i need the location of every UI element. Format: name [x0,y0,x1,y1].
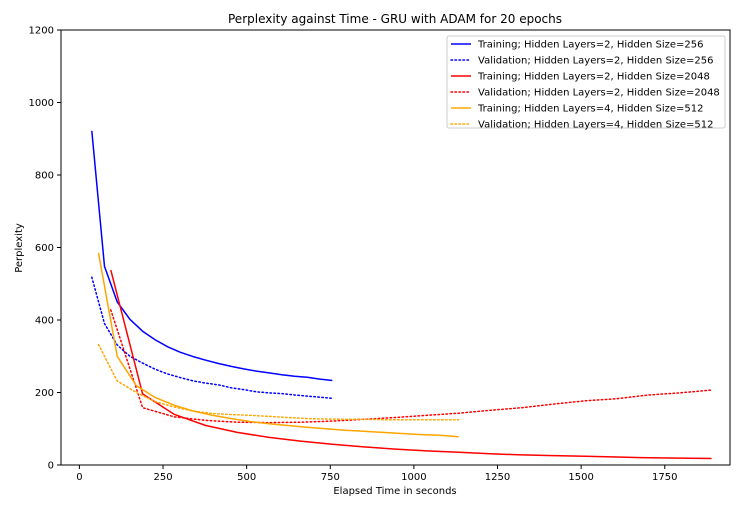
series-line-2 [110,269,712,460]
x-tick-label: 1000 [401,472,426,483]
x-tick-label: 750 [321,472,340,483]
series-line-4 [97,252,459,438]
x-tick-label: 1750 [652,472,677,483]
chart-title: Perplexity against Time - GRU with ADAM … [228,12,562,26]
series-line-1 [91,276,334,400]
legend-box [446,35,726,129]
legend-label: Validation; Hidden Layers=2, Hidden Size… [478,88,720,99]
y-tick-label: 1000 [29,98,54,109]
y-axis-label: Perplexity [14,223,25,273]
series-line-0 [91,130,333,382]
x-tick-label: 1250 [485,472,510,483]
legend-label: Validation; Hidden Layers=4, Hidden Size… [478,120,713,131]
plot-area [91,130,713,460]
legend-label: Training; Hidden Layers=4, Hidden Size=5… [477,104,704,115]
y-tick-label: 800 [35,171,54,182]
series-line-3 [110,309,713,424]
x-tick-label: 1500 [568,472,593,483]
y-tick-label: 400 [35,316,54,327]
y-tick-label: 0 [48,461,54,472]
y-tick-label: 1200 [29,26,54,37]
x-axis: 0 250 500 750 1000 1250 1500 1750 [76,465,677,483]
y-axis: 0 200 400 600 800 1000 1200 [29,26,61,472]
x-tick-label: 250 [153,472,172,483]
legend-label: Training; Hidden Layers=2, Hidden Size=2… [477,72,710,83]
x-axis-label: Elapsed Time in seconds [333,486,456,497]
x-tick-label: 500 [237,472,256,483]
series-line-5 [97,343,460,421]
legend: Training; Hidden Layers=2, Hidden Size=2… [446,35,726,131]
y-tick-label: 600 [35,243,54,254]
plot-frame [60,29,731,466]
x-tick-label: 0 [76,472,82,483]
legend-label: Training; Hidden Layers=2, Hidden Size=2… [477,40,704,51]
legend-label: Validation; Hidden Layers=2, Hidden Size… [478,56,713,67]
y-tick-label: 200 [35,388,54,399]
